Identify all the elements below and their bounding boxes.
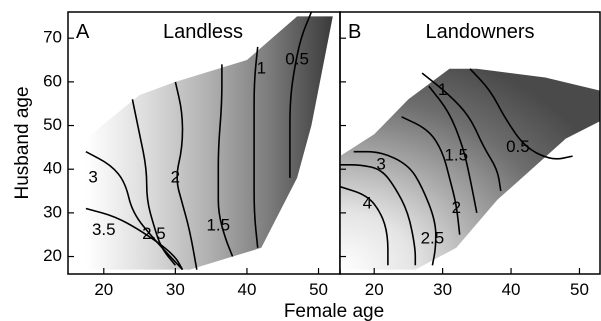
landless-contour-3 — [85, 150, 184, 271]
y-tick-label-20: 20 — [43, 246, 62, 265]
landowners-x-tick-label-30: 30 — [433, 280, 452, 299]
panel-letter-b: B — [348, 21, 361, 43]
landless-contour-2-5 — [131, 99, 177, 266]
landless-contour-3-5 — [85, 207, 184, 270]
landowners-contour-label-1: 1 — [438, 80, 447, 99]
landowners-contour-label-1-5: 1.5 — [444, 146, 468, 165]
landless-contour-1 — [253, 46, 259, 248]
landless-contour-label-1: 1 — [257, 58, 266, 77]
landless-contour-1-5 — [217, 64, 234, 257]
landowners-contour-labels: 4 3 2.5 2 1.5 1 0.5 — [363, 80, 530, 248]
x-axis-title: Female age — [284, 301, 384, 321]
landowners-title: Landowners — [426, 21, 535, 43]
panel-landowners: 4 3 2.5 2 1.5 1 0.5 B Landowners — [339, 11, 601, 275]
y-tick-label-50: 50 — [43, 115, 62, 134]
landless-x-tick-label-50: 50 — [309, 280, 328, 299]
panel-landless: 3.5 3 2.5 2 1.5 1 0.5 A Landless — [67, 11, 341, 275]
landowners-contour-label-4: 4 — [363, 194, 372, 213]
landowners-contour-label-0-5: 0.5 — [506, 137, 530, 156]
landowners-contour-0-5 — [469, 68, 573, 160]
landowners-contour-4 — [340, 185, 389, 266]
landless-contour-2 — [174, 81, 198, 270]
landowners-contour-label-2: 2 — [452, 198, 461, 217]
landless-contour-lines — [85, 12, 313, 271]
landowners-plot-frame — [339, 11, 601, 275]
landless-title: Landless — [163, 21, 243, 43]
landowners-contour-2-5 — [353, 150, 437, 266]
landowners-contour-label-2-5: 2.5 — [421, 229, 445, 248]
landless-contour-label-3: 3 — [88, 167, 97, 186]
landowners-x-tick-label-40: 40 — [502, 280, 521, 299]
landowners-contour-1 — [421, 72, 502, 192]
landless-surface — [85, 16, 333, 270]
landowners-contour-2 — [401, 116, 461, 235]
landowners-x-ticks: 20 30 40 50 — [365, 268, 589, 299]
y-tick-label-30: 30 — [43, 202, 62, 221]
landless-contour-label-2: 2 — [171, 167, 180, 186]
landless-contour-0-5 — [289, 12, 313, 178]
landless-contour-label-2-5: 2.5 — [142, 224, 166, 243]
y-tick-label-70: 70 — [43, 28, 62, 47]
y-tick-label-60: 60 — [43, 71, 62, 90]
landowners-x-tick-label-50: 50 — [570, 280, 589, 299]
y-axis-ticks: 20 30 40 50 60 70 — [43, 28, 74, 265]
landowners-x-tick-label-20: 20 — [365, 280, 384, 299]
landless-x-tick-label-40: 40 — [237, 280, 256, 299]
landless-x-tick-label-20: 20 — [94, 280, 113, 299]
landless-contour-label-3-5: 3.5 — [92, 220, 116, 239]
landowners-contour-3 — [340, 164, 417, 266]
landowners-y-ticks — [340, 37, 346, 258]
landless-x-tick-label-30: 30 — [166, 280, 185, 299]
landless-contour-label-1-5: 1.5 — [206, 215, 230, 234]
landless-contour-label-0-5: 0.5 — [285, 49, 309, 68]
landowners-contour-1-5 — [428, 85, 478, 214]
y-tick-label-40: 40 — [43, 159, 62, 178]
panel-letter-a: A — [76, 21, 90, 43]
landowners-contour-label-3: 3 — [376, 154, 385, 173]
landless-contour-labels: 3.5 3 2.5 2 1.5 1 0.5 — [88, 49, 309, 243]
y-axis-title: Husband age — [12, 86, 33, 199]
landless-x-ticks: 20 30 40 50 — [94, 268, 328, 299]
landowners-contour-lines — [340, 68, 573, 266]
